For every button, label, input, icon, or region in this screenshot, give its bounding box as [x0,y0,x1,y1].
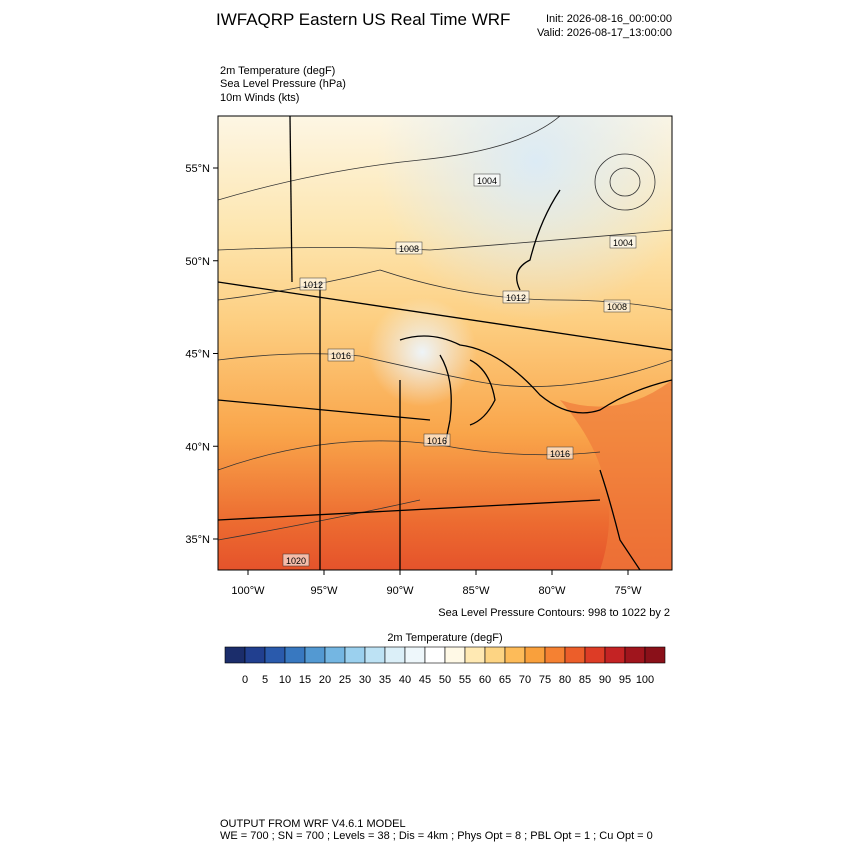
colorbar-label: 60 [479,674,491,686]
colorbar-label: 25 [339,674,351,686]
lon-label: 90°W [386,585,414,597]
field: 10m Winds (kts) [220,92,299,104]
colorbar-label: 75 [539,674,551,686]
color-box [484,646,506,664]
field: 2m Temperature (degF) [220,65,335,77]
colorbar-label: 5 [262,674,268,686]
contour-label-box [299,277,327,291]
contour-label: 1008 [399,244,419,254]
color-box [564,646,586,664]
colorbar-label: 15 [299,674,311,686]
color-box [424,646,446,664]
colorbar-label: 100 [636,674,654,686]
color-box [524,646,546,664]
color-box [284,646,306,664]
colorbar-label: 35 [379,674,391,686]
lat-label: 55°N [185,163,210,175]
contour-label: 1008 [607,302,627,312]
lat-label: 40°N [185,441,210,453]
title: IWFAQRP Eastern US Real Time WRF [216,10,510,29]
color-box [604,646,626,664]
lat-label: 45°N [185,349,210,361]
footer: WE = 700 ; SN = 700 ; Levels = 38 ; Dis … [220,830,653,842]
contour-label: 1004 [477,176,497,186]
contour-label-box [395,241,423,255]
colorbar-label: 55 [459,674,471,686]
contour-label-box [502,290,530,304]
colorbar-label: 70 [519,674,531,686]
contour-label-box [423,433,451,447]
color-box [244,646,266,664]
color-box [384,646,406,664]
color-box [364,646,386,664]
colorbar-label: 20 [319,674,331,686]
colorbar-label: 30 [359,674,371,686]
contour-label: 1016 [331,351,351,361]
color-box [444,646,466,664]
contour-label-box [327,348,355,362]
color-box [504,646,526,664]
color-box [324,646,346,664]
init: Init: 2026-08-16_00:00:00 [546,13,672,25]
colorbar-label: 90 [599,674,611,686]
contour-label: 1016 [427,436,447,446]
contour-label: 1012 [303,280,323,290]
contour-label-box [609,235,637,249]
color-box [304,646,326,664]
colorbar-label: 95 [619,674,631,686]
map-frame [217,115,673,571]
colorbar-title: 2m Temperature (degF) [387,632,502,644]
contour-label-box [282,553,310,567]
colorbar-label: 10 [279,674,291,686]
colorbar-label: 40 [399,674,411,686]
contour-label: 1012 [506,293,526,303]
contour-label: 1020 [286,556,306,566]
color-box [644,646,666,664]
lon-label: 95°W [310,585,338,597]
color-box [224,646,246,664]
color-box [264,646,286,664]
colorbar-label: 80 [559,674,571,686]
color-box [404,646,426,664]
colorbar-label: 50 [439,674,451,686]
color-box [544,646,566,664]
lon-label: 100°W [231,585,265,597]
lon-label: 85°W [462,585,490,597]
contour-label: 1016 [550,449,570,459]
lat-label: 35°N [185,534,210,546]
color-box [344,646,366,664]
map [218,116,672,570]
colorbar-label: 0 [242,674,248,686]
contour-note: Sea Level Pressure Contours: 998 to 1022… [438,607,670,619]
lon-label: 75°W [614,585,642,597]
colorbar-label: 65 [499,674,511,686]
lon-label: 80°W [538,585,566,597]
field: Sea Level Pressure (hPa) [220,78,346,90]
color-box [464,646,486,664]
color-box [584,646,606,664]
contour-label-box [603,299,631,313]
valid: Valid: 2026-08-17_13:00:00 [537,27,672,39]
colorbar-label: 85 [579,674,591,686]
footer: OUTPUT FROM WRF V4.6.1 MODEL [220,818,406,830]
contour-label-box [546,446,574,460]
contour-label: 1004 [613,238,633,248]
contour-label-box [473,173,501,187]
color-box [624,646,646,664]
lat-label: 50°N [185,256,210,268]
colorbar-label: 45 [419,674,431,686]
